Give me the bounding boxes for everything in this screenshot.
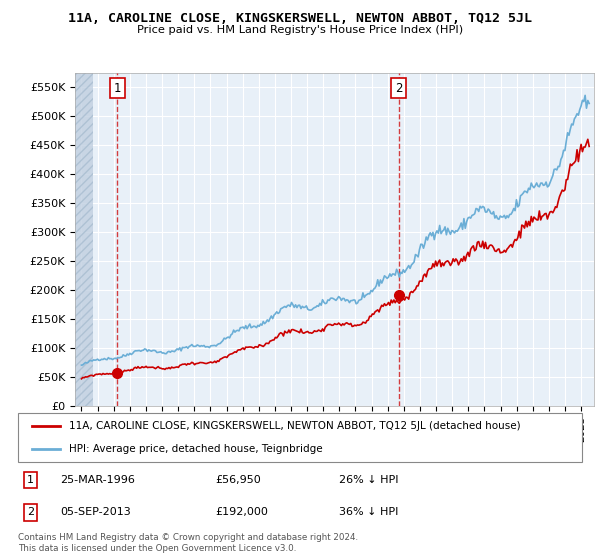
Text: 1: 1	[113, 82, 121, 95]
Text: £192,000: £192,000	[215, 507, 268, 517]
Bar	[75, 73, 93, 406]
Text: 25-MAR-1996: 25-MAR-1996	[60, 475, 135, 486]
Text: 36% ↓ HPI: 36% ↓ HPI	[340, 507, 399, 517]
Text: 05-SEP-2013: 05-SEP-2013	[60, 507, 131, 517]
Text: 2: 2	[395, 82, 403, 95]
Text: 11A, CAROLINE CLOSE, KINGSKERSWELL, NEWTON ABBOT, TQ12 5JL (detached house): 11A, CAROLINE CLOSE, KINGSKERSWELL, NEWT…	[69, 421, 520, 431]
Text: 11A, CAROLINE CLOSE, KINGSKERSWELL, NEWTON ABBOT, TQ12 5JL: 11A, CAROLINE CLOSE, KINGSKERSWELL, NEWT…	[68, 12, 532, 25]
Text: 26% ↓ HPI: 26% ↓ HPI	[340, 475, 399, 486]
FancyBboxPatch shape	[18, 413, 582, 462]
Text: HPI: Average price, detached house, Teignbridge: HPI: Average price, detached house, Teig…	[69, 444, 322, 454]
Text: 1: 1	[27, 475, 34, 486]
Text: 2: 2	[27, 507, 34, 517]
Text: Contains HM Land Registry data © Crown copyright and database right 2024.
This d: Contains HM Land Registry data © Crown c…	[18, 533, 358, 553]
Text: Price paid vs. HM Land Registry's House Price Index (HPI): Price paid vs. HM Land Registry's House …	[137, 25, 463, 35]
Text: £56,950: £56,950	[215, 475, 261, 486]
